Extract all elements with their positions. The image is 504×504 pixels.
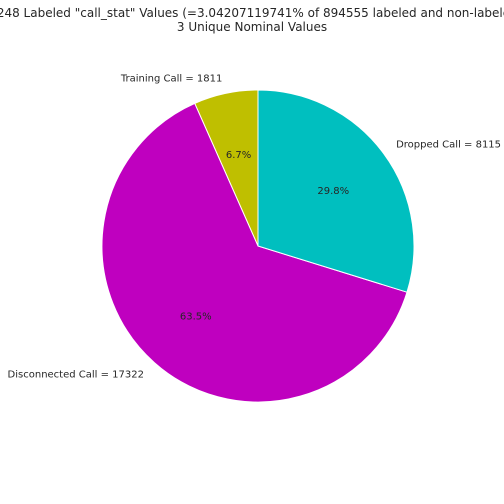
pie-slices	[101, 89, 415, 403]
pie-pct-label: 63.5%	[180, 311, 212, 322]
pie-slice-label: Dropped Call = 8115	[396, 140, 501, 151]
pie-slice-dropped-call	[257, 89, 415, 293]
pie-slice-label: Disconnected Call = 17322	[8, 370, 144, 381]
pie-slice-disconnected-call	[101, 102, 408, 403]
pie-pct-label: 29.8%	[317, 186, 349, 197]
pie-labels: 6.7% Training Call = 1811 63.5% Disconnecte…	[8, 74, 501, 381]
chart-title-line2: 3 Unique Nominal Values	[177, 20, 327, 34]
pie-pct-label: 6.7%	[226, 150, 251, 161]
chart-title-line1: 27248 Labeled "call_stat" Values (=3.042…	[0, 6, 504, 20]
pie-slice-label: Training Call = 1811	[120, 74, 223, 85]
